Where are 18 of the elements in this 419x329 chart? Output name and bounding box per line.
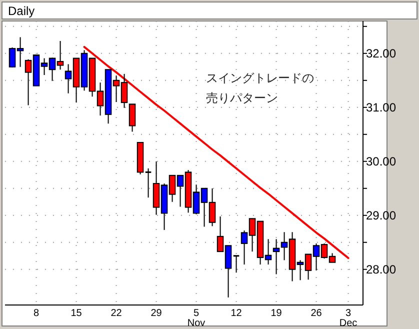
y-tick-label: 28.00 bbox=[366, 262, 396, 276]
x-tick-label: 19 bbox=[270, 308, 282, 319]
x-tick-label: 26 bbox=[310, 308, 322, 319]
x-tick-label: 15 bbox=[70, 308, 82, 319]
x-tick-label: 5 Nov bbox=[187, 308, 206, 329]
y-tick-label: 30.00 bbox=[366, 154, 396, 168]
x-tick-label: 29 bbox=[150, 308, 162, 319]
chart-title: Daily bbox=[8, 4, 35, 18]
line-series bbox=[83, 46, 350, 260]
annotation: スイングトレードの bbox=[206, 71, 314, 85]
x-tick-label: 3 Dec bbox=[339, 308, 358, 329]
y-tick-label: 32.00 bbox=[366, 46, 396, 60]
annotation: 売りパターン bbox=[206, 91, 278, 105]
x-tick-label: 12 bbox=[230, 308, 242, 319]
x-tick-label: 8 bbox=[34, 308, 40, 319]
x-tick-label: 22 bbox=[110, 308, 122, 319]
y-tick-label: 31.00 bbox=[366, 100, 396, 114]
y-tick-label: 29.00 bbox=[366, 208, 396, 222]
